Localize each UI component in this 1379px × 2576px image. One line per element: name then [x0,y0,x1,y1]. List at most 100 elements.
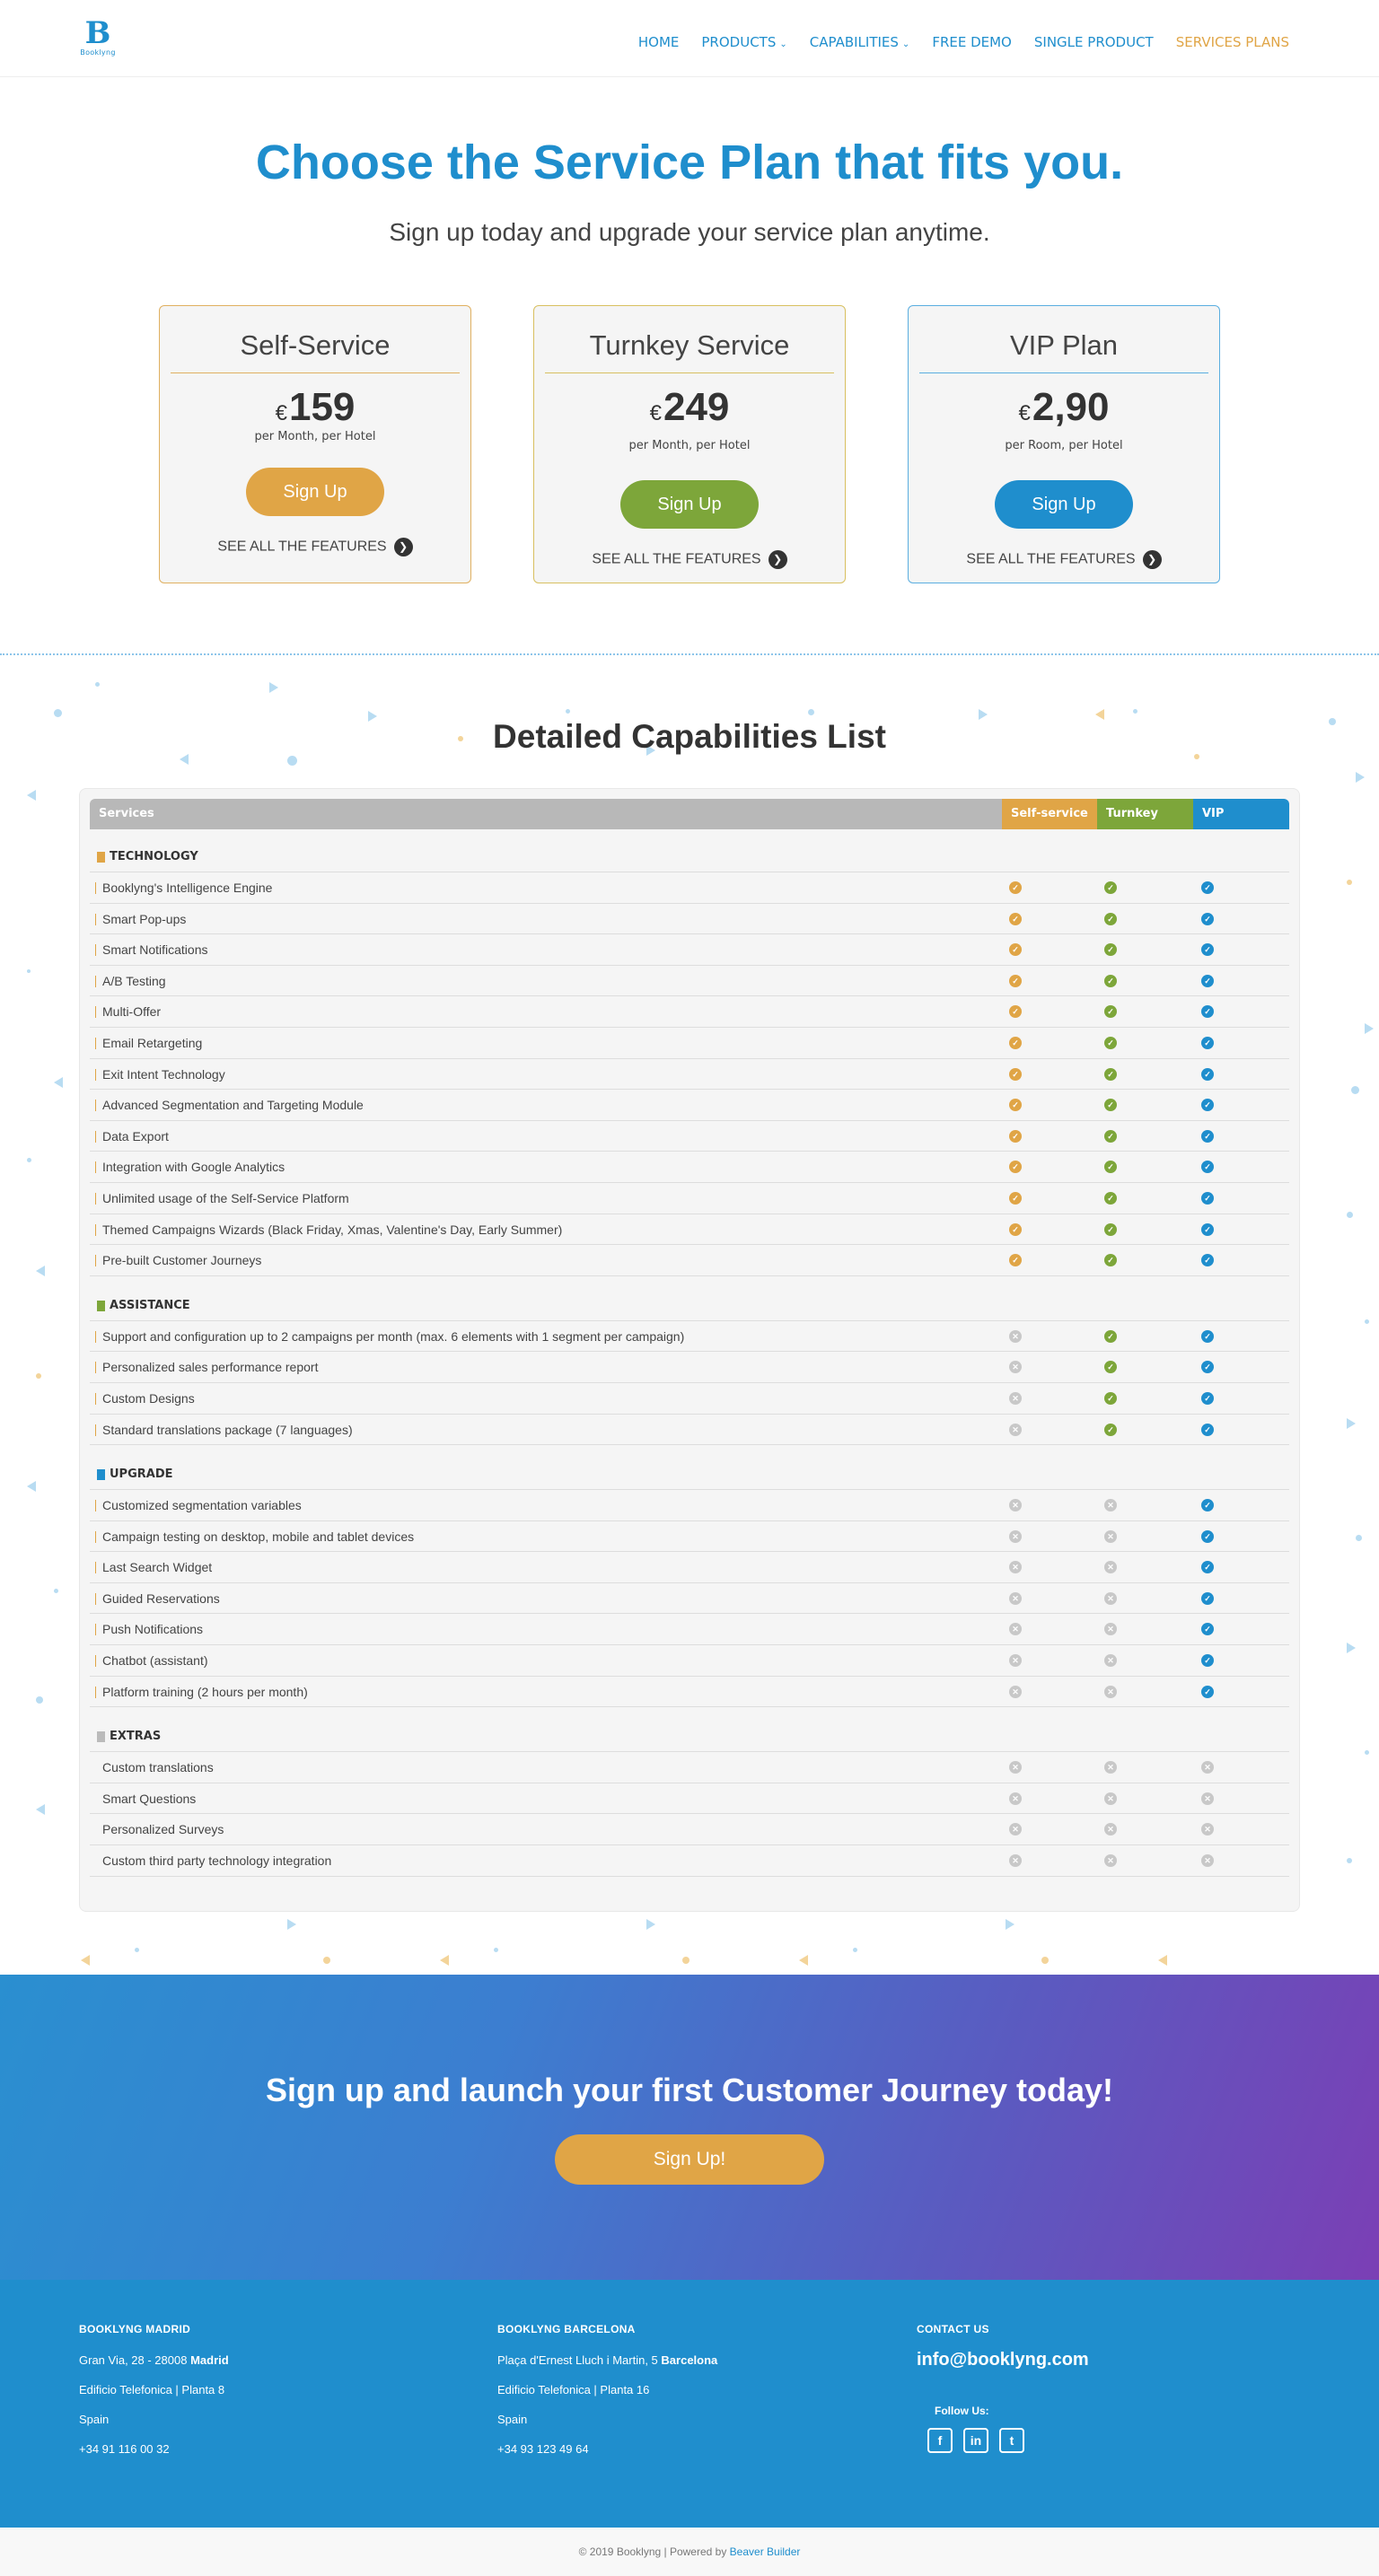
address-country: Spain [79,2413,110,2426]
address-country: Spain [497,2413,528,2426]
sign-up-button[interactable]: Sign Up [995,480,1133,529]
decorative-triangle [1347,1418,1356,1429]
chevron-down-icon: ⌄ [779,39,787,49]
decorative-dot [1365,1750,1369,1755]
x-circle-icon: ✕ [1104,1499,1117,1512]
row-marker [95,1562,96,1574]
cta-sign-up-button[interactable]: Sign Up! [555,2134,824,2185]
x-circle-icon: ✕ [1009,1391,1022,1405]
category-heading: TECHNOLOGY [90,842,1289,872]
capability-row: Integration with Google Analytics ✓ ✓ ✓ [90,1152,1289,1183]
capability-label: Exit Intent Technology [102,1066,225,1082]
capability-row: Custom Designs ✕ ✓ ✓ [90,1383,1289,1415]
decorative-triangle [979,709,988,720]
row-marker [95,1655,96,1668]
twitter-icon[interactable]: t [999,2428,1024,2453]
capabilities-table-header: Services Self-service Turnkey VIP [90,799,1289,829]
contact-email-link[interactable]: info@booklyng.com [917,2350,1089,2370]
beaver-builder-link[interactable]: Beaver Builder [729,2545,801,2558]
capability-label: Advanced Segmentation and Targeting Modu… [102,1098,364,1113]
check-circle-icon: ✓ [1201,1254,1214,1267]
capability-row: A/B Testing ✓ ✓ ✓ [90,966,1289,997]
sign-up-button[interactable]: Sign Up [246,468,384,516]
capability-label: Email Retargeting [102,1035,203,1050]
check-circle-icon: ✓ [1009,1222,1022,1236]
phone-number[interactable]: +34 93 123 49 64 [497,2442,589,2456]
plan-name: VIP Plan [919,329,1208,373]
logo-mark: B [84,15,111,51]
plan-card-self-service: Self-Service €159 per Month, per Hotel S… [159,305,471,583]
plan-period: per Room, per Hotel [1005,439,1123,452]
plan-card-vip: VIP Plan €2,90 per Room, per Hotel Sign … [908,305,1220,583]
plan-price: €249 [534,385,845,430]
see-features-link[interactable]: SEE ALL THE FEATURES ❯ [160,538,470,556]
header-vip: VIP [1193,799,1289,829]
capability-row: Booklyng's Intelligence Engine ✓ ✓ ✓ [90,872,1289,904]
nav-capabilities[interactable]: CAPABILITIES ⌄ [810,34,910,50]
x-circle-icon: ✕ [1104,1529,1117,1543]
site-header: B Booklyng HOME PRODUCTS ⌄ CAPABILITIES ⌄ … [0,0,1379,77]
capability-row: Push Notifications ✕ ✕ ✓ [90,1614,1289,1646]
capability-label: Smart Notifications [102,942,208,958]
address-street: Plaça d'Ernest Lluch i Martin, 5 [497,2353,662,2367]
decorative-triangle [180,754,189,765]
check-circle-icon: ✓ [1201,881,1214,894]
capability-label: Booklyng's Intelligence Engine [102,881,273,895]
row-marker [95,1424,96,1436]
check-circle-icon: ✓ [1201,1099,1214,1112]
currency-symbol: € [1018,401,1031,425]
capability-row: Platform training (2 hours per month) ✕ ✕ ✓ [90,1677,1289,1708]
capability-label: Guided Reservations [102,1590,220,1606]
see-features-link[interactable]: SEE ALL THE FEATURES ❯ [534,550,845,569]
site-footer: BOOKLYNG MADRID Gran Via, 28 - 28008 Mad… [0,2280,1379,2528]
row-marker [95,913,96,925]
check-circle-icon: ✓ [1201,1561,1214,1574]
row-marker [95,1192,96,1205]
phone-number[interactable]: +34 91 116 00 32 [79,2442,170,2456]
plan-card-turnkey: Turnkey Service €249 per Month, per Hote… [533,305,846,583]
capability-row: Support and configuration up to 2 campai… [90,1321,1289,1353]
check-circle-icon: ✓ [1104,1005,1117,1019]
decorative-triangle [27,790,36,801]
capability-row: Personalized Surveys ✕ ✕ ✕ [90,1814,1289,1846]
capability-label: Customized segmentation variables [102,1498,302,1513]
x-circle-icon: ✕ [1009,1854,1022,1868]
capability-label: A/B Testing [102,973,166,988]
row-marker [95,975,96,987]
decorative-dot [494,1948,498,1952]
nav-services-plans[interactable]: SERVICES PLANS [1175,34,1289,50]
row-marker [95,1068,96,1081]
x-circle-icon: ✕ [1104,1792,1117,1805]
x-circle-icon: ✕ [1201,1761,1214,1774]
check-circle-icon: ✓ [1104,1329,1117,1343]
bookmark-icon [97,1731,105,1743]
decorative-dot [1356,1535,1362,1541]
nav-single-product[interactable]: SINGLE PRODUCT [1033,34,1154,50]
bookmark-icon [97,1300,105,1311]
decorative-dot [287,756,297,766]
check-circle-icon: ✓ [1104,912,1117,925]
copyright-text: © 2019 Booklyng | Powered by [578,2545,730,2558]
check-circle-icon: ✓ [1009,1005,1022,1019]
x-circle-icon: ✕ [1009,1761,1022,1774]
capability-label: Smart Pop-ups [102,911,187,926]
cta-section: Sign up and launch your first Customer J… [0,1975,1379,2280]
nav-home[interactable]: HOME [637,34,680,50]
see-features-link[interactable]: SEE ALL THE FEATURES ❯ [909,550,1219,569]
capability-row: Data Export ✓ ✓ ✓ [90,1121,1289,1152]
see-features-label: SEE ALL THE FEATURES [966,551,1136,567]
nav-products[interactable]: PRODUCTS ⌄ [701,34,786,50]
x-circle-icon: ✕ [1009,1529,1022,1543]
x-circle-icon: ✕ [1104,1823,1117,1836]
capability-row: Advanced Segmentation and Targeting Modu… [90,1090,1289,1121]
nav-free-demo[interactable]: FREE DEMO [932,34,1012,50]
check-circle-icon: ✓ [1009,1036,1022,1049]
check-circle-icon: ✓ [1009,974,1022,987]
capability-row: Standard translations package (7 languag… [90,1415,1289,1446]
decorative-dot [566,709,570,714]
linkedin-icon[interactable]: in [963,2428,988,2453]
copyright-bar: © 2019 Booklyng | Powered by Beaver Buil… [0,2528,1379,2576]
facebook-icon[interactable]: f [927,2428,953,2453]
sign-up-button[interactable]: Sign Up [620,480,759,529]
booklyng-logo[interactable]: B Booklyng [75,18,120,61]
